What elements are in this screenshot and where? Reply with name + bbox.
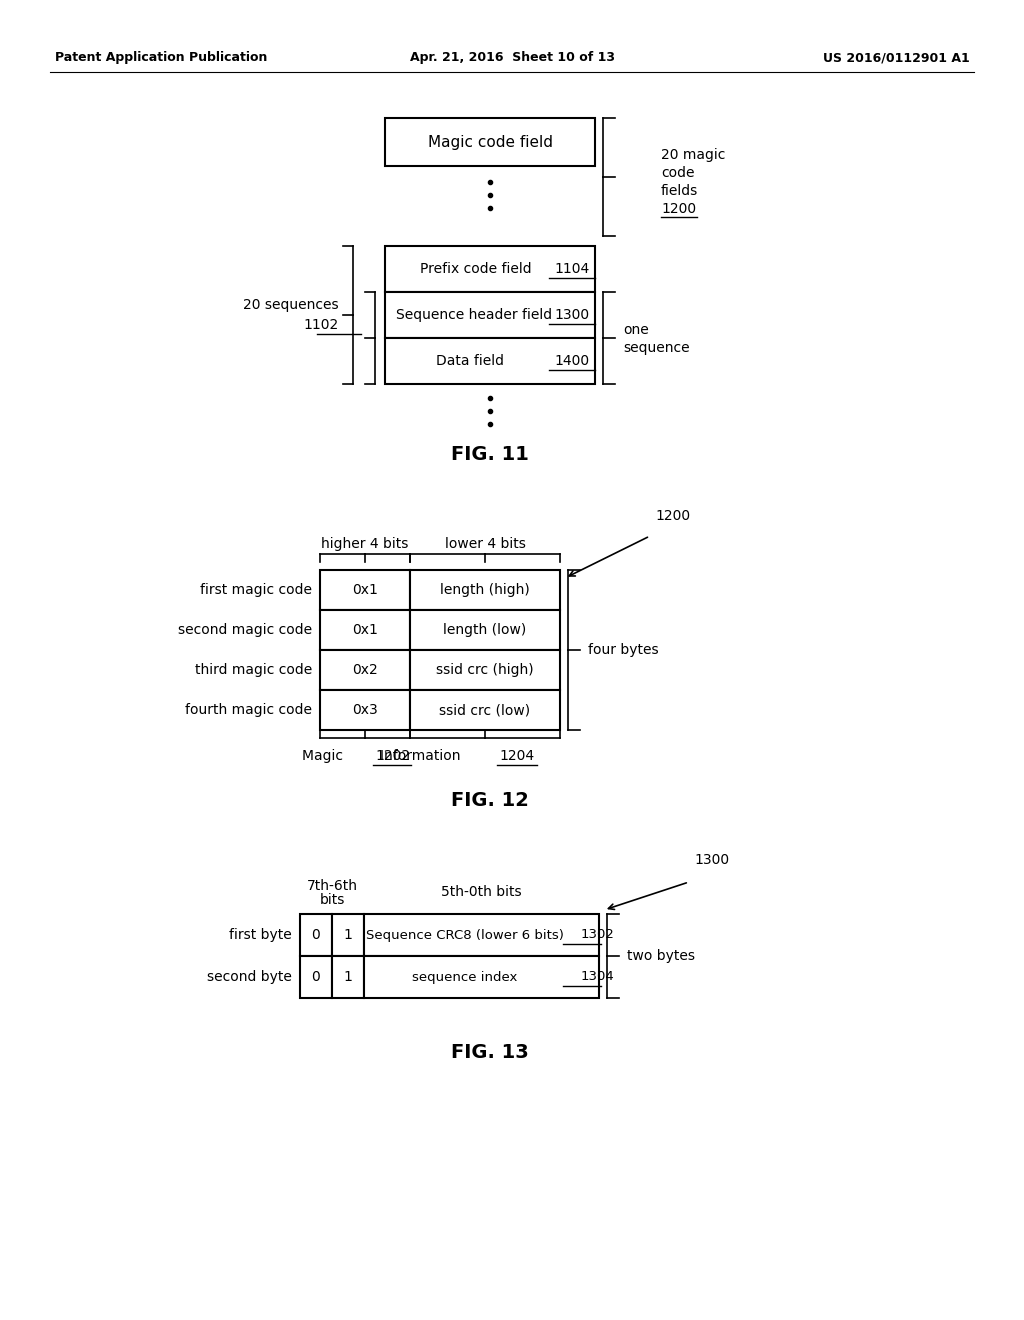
Text: higher 4 bits: higher 4 bits (322, 537, 409, 550)
Bar (319, 610, 410, 649)
Text: third magic code: third magic code (195, 663, 312, 677)
Bar (319, 570, 410, 610)
Text: 1204: 1204 (499, 748, 535, 763)
Text: 1200: 1200 (662, 202, 696, 216)
Text: 20 sequences: 20 sequences (244, 298, 339, 312)
Bar (385, 338, 595, 384)
Text: 1400: 1400 (554, 354, 590, 368)
Text: code: code (662, 166, 694, 180)
Text: 1: 1 (344, 970, 352, 983)
Text: FIG. 13: FIG. 13 (452, 1044, 528, 1063)
Text: 1202: 1202 (375, 748, 411, 763)
Bar (410, 610, 560, 649)
Text: first magic code: first magic code (200, 583, 312, 597)
Bar (319, 690, 410, 730)
Text: Apr. 21, 2016  Sheet 10 of 13: Apr. 21, 2016 Sheet 10 of 13 (410, 51, 614, 65)
Text: 1302: 1302 (581, 928, 614, 941)
Text: first byte: first byte (229, 928, 292, 942)
Text: lower 4 bits: lower 4 bits (444, 537, 525, 550)
Bar (410, 570, 560, 610)
Text: 1102: 1102 (304, 318, 339, 333)
Text: Magic: Magic (302, 748, 347, 763)
Text: four bytes: four bytes (588, 643, 658, 657)
Text: fields: fields (662, 183, 698, 198)
Text: fourth magic code: fourth magic code (185, 704, 312, 717)
Text: 1300: 1300 (694, 853, 729, 867)
Text: 1300: 1300 (554, 308, 590, 322)
Text: bits: bits (319, 894, 345, 907)
Text: 0x2: 0x2 (352, 663, 378, 677)
Text: sequence: sequence (623, 341, 689, 355)
Bar (385, 117, 595, 166)
Text: Information: Information (380, 748, 465, 763)
Text: US 2016/0112901 A1: US 2016/0112901 A1 (823, 51, 970, 65)
Bar (300, 956, 332, 998)
Text: 1104: 1104 (554, 261, 590, 276)
Text: 7th-6th: 7th-6th (306, 879, 357, 894)
Text: Sequence CRC8 (lower 6 bits): Sequence CRC8 (lower 6 bits) (366, 928, 564, 941)
Text: 0x1: 0x1 (352, 583, 378, 597)
Bar (364, 956, 599, 998)
Bar (410, 690, 560, 730)
Text: 0: 0 (311, 928, 321, 942)
Text: 0x3: 0x3 (352, 704, 378, 717)
Bar (364, 913, 599, 956)
Text: two bytes: two bytes (627, 949, 695, 964)
Text: one: one (623, 323, 649, 337)
Text: FIG. 12: FIG. 12 (451, 791, 529, 809)
Text: second magic code: second magic code (178, 623, 312, 638)
Text: FIG. 11: FIG. 11 (451, 445, 529, 463)
Text: length (low): length (low) (443, 623, 526, 638)
Bar (385, 246, 595, 292)
Text: length (high): length (high) (440, 583, 529, 597)
Text: 20 magic: 20 magic (662, 148, 725, 162)
Text: 0x1: 0x1 (352, 623, 378, 638)
Text: Magic code field: Magic code field (427, 135, 553, 149)
Text: ssid crc (high): ssid crc (high) (436, 663, 534, 677)
Text: Sequence header field: Sequence header field (396, 308, 552, 322)
Text: sequence index: sequence index (413, 970, 518, 983)
Text: 1: 1 (344, 928, 352, 942)
Bar (385, 292, 595, 338)
Bar (300, 913, 332, 956)
Text: 1200: 1200 (655, 510, 690, 523)
Text: Prefix code field: Prefix code field (420, 261, 531, 276)
Text: 0: 0 (311, 970, 321, 983)
Bar (410, 649, 560, 690)
Bar (332, 956, 364, 998)
Bar (332, 913, 364, 956)
Text: ssid crc (low): ssid crc (low) (439, 704, 530, 717)
Text: 1304: 1304 (581, 970, 614, 983)
Text: 5th-0th bits: 5th-0th bits (440, 884, 521, 899)
Text: Data field: Data field (436, 354, 504, 368)
Text: Patent Application Publication: Patent Application Publication (55, 51, 267, 65)
Text: second byte: second byte (207, 970, 292, 983)
Bar (319, 649, 410, 690)
